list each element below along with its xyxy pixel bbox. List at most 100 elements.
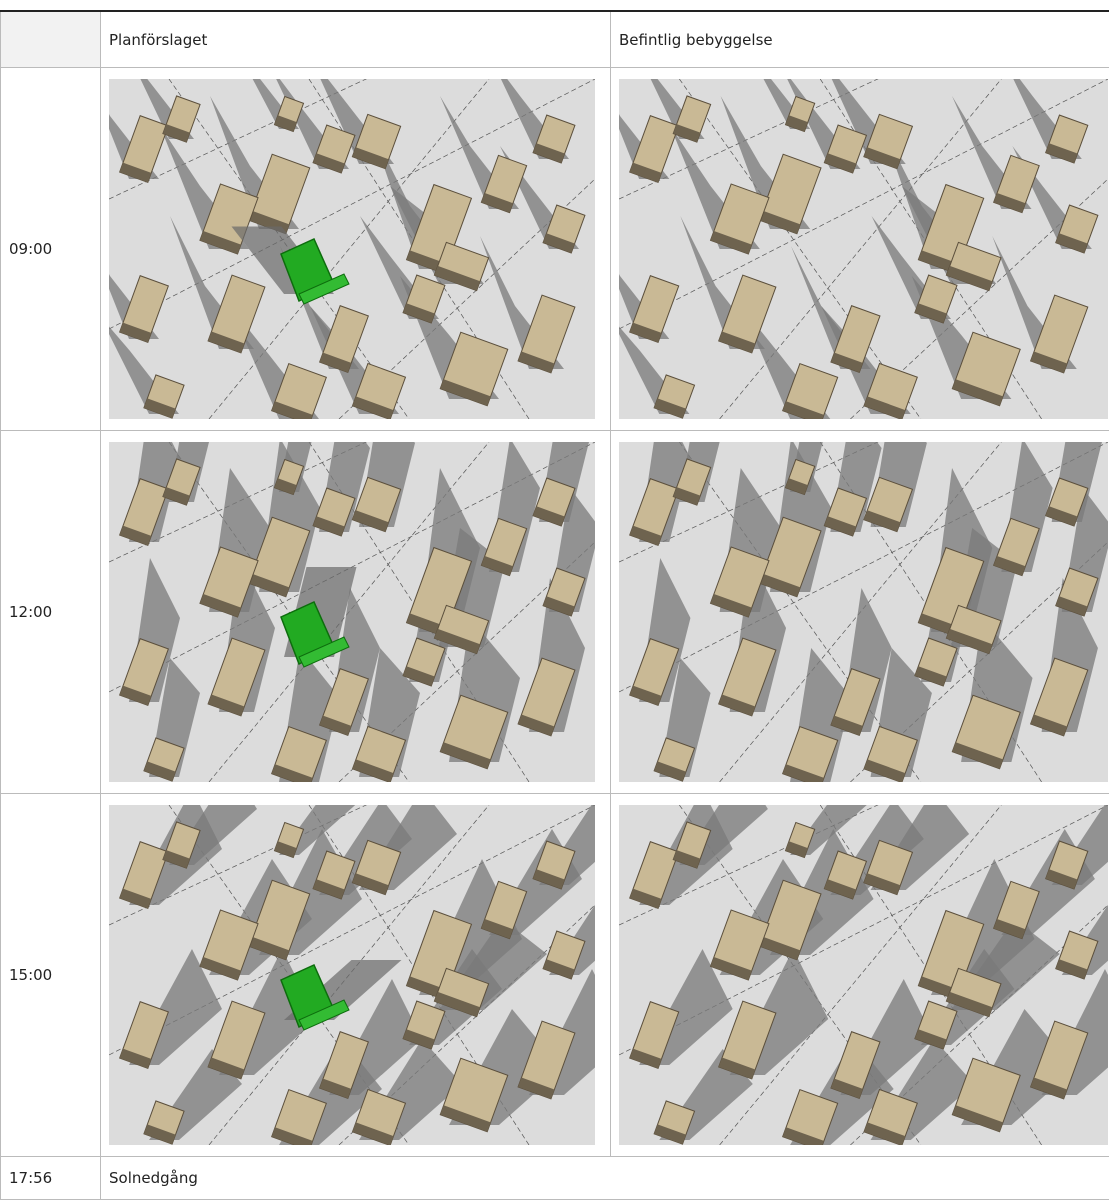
note-cell: Solnedgång [100, 1156, 1109, 1200]
building-side [785, 841, 808, 858]
road-line [109, 805, 367, 926]
shadow [952, 96, 1032, 209]
map-image [109, 805, 595, 1145]
building-side [352, 1122, 394, 1145]
building-side [143, 1124, 176, 1145]
building-side [952, 742, 1004, 769]
building-side [863, 873, 901, 895]
building-side [271, 1127, 313, 1145]
building-side [654, 761, 686, 782]
building [629, 638, 680, 706]
building-side [824, 879, 857, 899]
building-side [1030, 351, 1068, 373]
shadow-table: Planförslaget Befintlig bebyggelse 09:00… [0, 10, 1109, 1200]
proposed-wing [298, 999, 350, 1031]
map-image [109, 442, 595, 782]
building-side [654, 398, 686, 419]
building-side [533, 506, 565, 526]
shadow [480, 236, 564, 369]
building-side [673, 850, 701, 869]
building-side [352, 147, 389, 169]
time-cell: 15:00 [0, 793, 101, 1157]
shadow [680, 216, 765, 349]
road-line [719, 805, 1002, 1145]
building-side [993, 555, 1026, 576]
building [1029, 1020, 1089, 1100]
building-side [313, 879, 345, 899]
building-side [629, 162, 662, 183]
building-side [782, 401, 824, 419]
corner-cell [0, 10, 101, 68]
building-side [710, 593, 752, 618]
building-side [782, 1127, 824, 1145]
building [119, 478, 169, 546]
shadow [791, 246, 871, 369]
building-side [993, 192, 1026, 213]
shadow [992, 236, 1077, 369]
building-side [313, 516, 345, 536]
time-cell: 09:00 [0, 67, 101, 431]
building-side [403, 303, 435, 323]
map-image [619, 442, 1108, 782]
building-side [434, 628, 481, 654]
proposed-wing [298, 636, 350, 668]
shadow [360, 216, 439, 319]
building-side [248, 936, 290, 960]
building-side [1055, 596, 1088, 616]
row: 12:00 [0, 430, 1109, 794]
building-side [863, 510, 901, 532]
building [629, 841, 680, 909]
building-side [352, 759, 394, 782]
building-side [830, 352, 863, 373]
building-side [533, 869, 565, 889]
building-side [946, 265, 993, 291]
road-line [619, 79, 1108, 330]
building-side [1030, 714, 1068, 736]
time-cell: 12:00 [0, 430, 101, 794]
building-side [1030, 1077, 1068, 1099]
header-cell: Befintlig bebyggelse [610, 10, 1109, 68]
row: 15:00 [0, 793, 1109, 1157]
building-side [1045, 869, 1078, 889]
building-side [543, 959, 575, 979]
building-side [785, 478, 808, 495]
building-side [143, 761, 176, 782]
building-side [271, 401, 313, 419]
building-side [352, 510, 389, 532]
building [119, 841, 169, 909]
building-side [1045, 506, 1078, 526]
road-line [619, 442, 1108, 693]
time-cell: 17:56 [0, 1156, 101, 1200]
building-side [759, 936, 801, 960]
building-side [403, 666, 435, 686]
building-side [914, 666, 947, 686]
building-side [718, 694, 756, 716]
building-side [119, 162, 152, 183]
proposed-wing [298, 273, 350, 305]
building-side [162, 850, 190, 869]
building [119, 1001, 169, 1069]
building-side [1045, 143, 1078, 163]
building-side [271, 764, 313, 782]
building-side [319, 352, 352, 373]
building-side [248, 573, 290, 597]
header-row: Planförslaget Befintlig bebyggelse [0, 10, 1109, 68]
building-side [864, 396, 906, 419]
building-side [946, 991, 993, 1017]
shadow [1012, 146, 1092, 249]
road-line [109, 79, 367, 200]
building-side [162, 487, 190, 506]
building-side [864, 759, 906, 782]
building-side [718, 1057, 756, 1079]
building-side [673, 487, 701, 506]
building-side [440, 742, 491, 769]
building-side [759, 210, 801, 234]
building-side [208, 694, 245, 716]
building [718, 1000, 777, 1080]
building [629, 478, 680, 546]
building-side [629, 322, 662, 343]
building [629, 115, 680, 183]
building-side [119, 888, 152, 909]
building [517, 1020, 576, 1100]
